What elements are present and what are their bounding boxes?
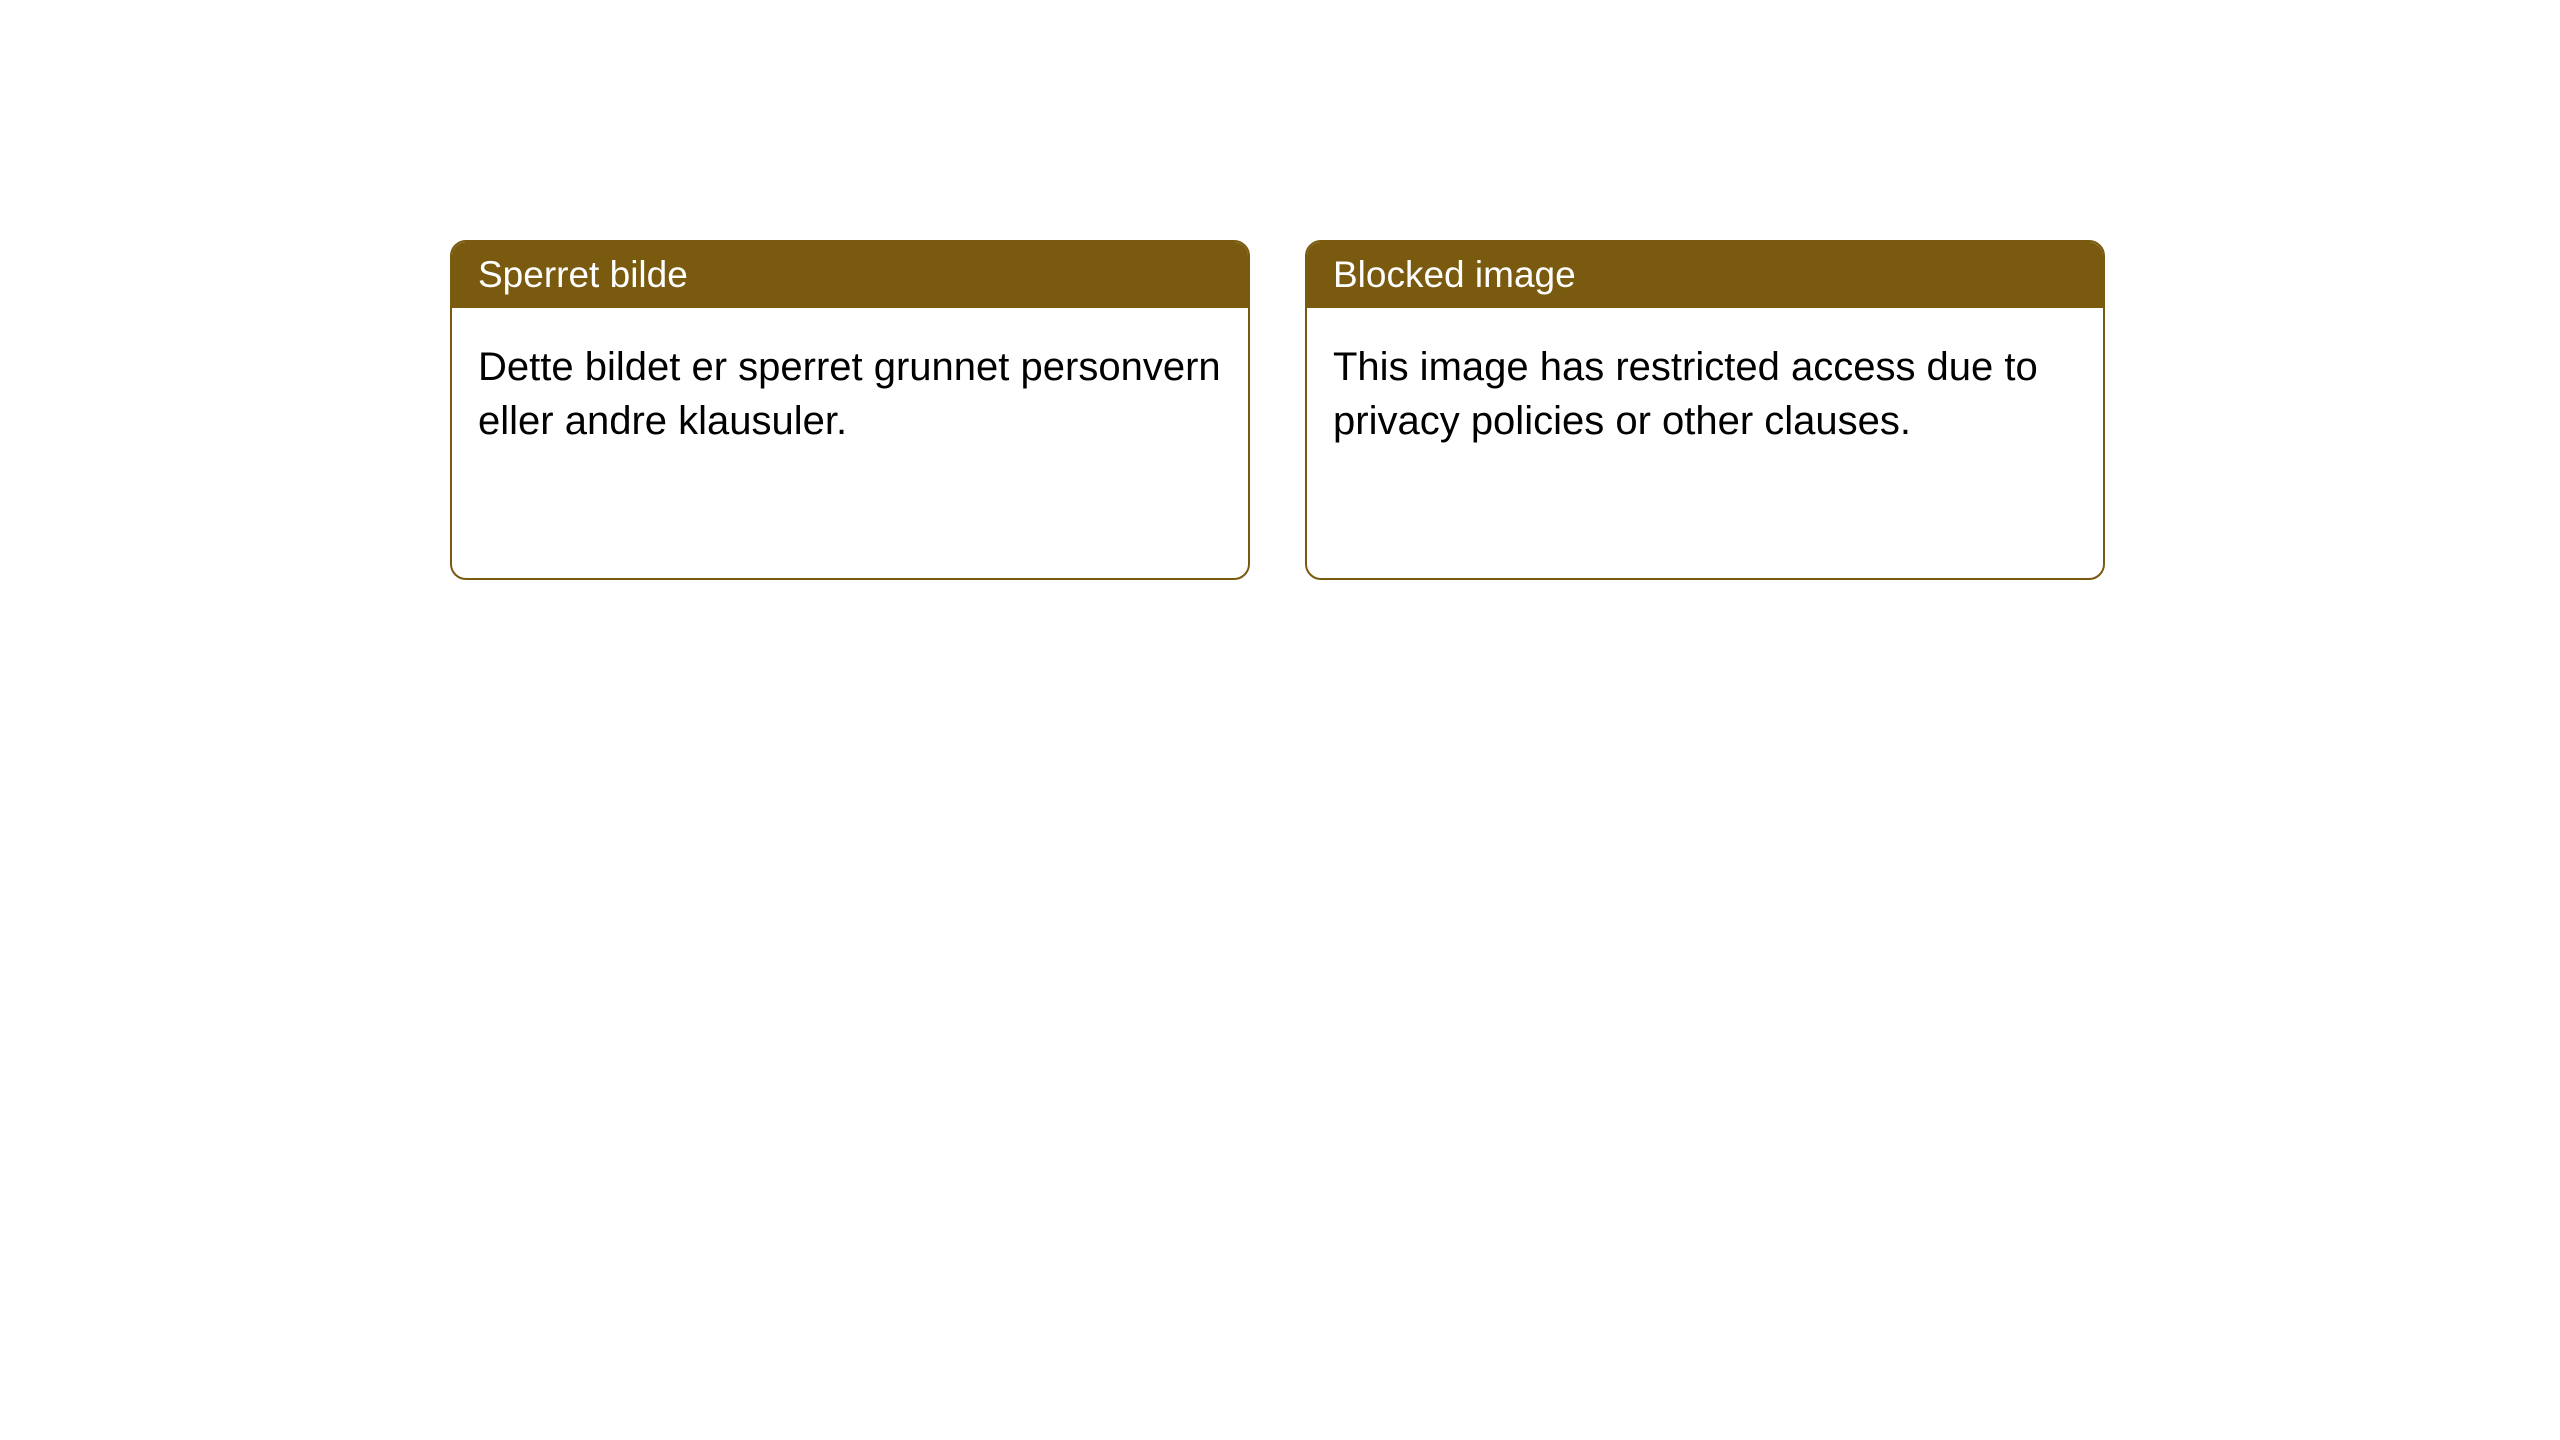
- notice-title-norwegian: Sperret bilde: [452, 242, 1248, 308]
- notice-body-norwegian: Dette bildet er sperret grunnet personve…: [452, 308, 1248, 480]
- notice-card-norwegian: Sperret bilde Dette bildet er sperret gr…: [450, 240, 1250, 580]
- notice-title-english: Blocked image: [1307, 242, 2103, 308]
- notice-card-container: Sperret bilde Dette bildet er sperret gr…: [450, 240, 2105, 580]
- notice-body-english: This image has restricted access due to …: [1307, 308, 2103, 480]
- notice-card-english: Blocked image This image has restricted …: [1305, 240, 2105, 580]
